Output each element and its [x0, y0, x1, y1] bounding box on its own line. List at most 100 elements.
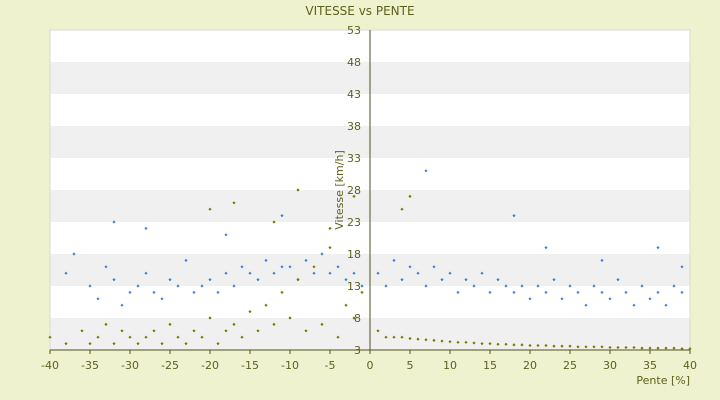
- data-point-olive: [176, 335, 180, 339]
- data-point-blue: [664, 303, 668, 307]
- data-point-olive: [352, 194, 356, 198]
- data-point-blue: [600, 290, 604, 294]
- data-point-olive: [80, 329, 84, 333]
- data-point-blue: [536, 284, 540, 288]
- data-point-olive: [496, 342, 500, 346]
- data-point-blue: [272, 271, 276, 275]
- data-point-olive: [88, 342, 92, 346]
- data-point-blue: [248, 271, 252, 275]
- x-tick-label: -15: [241, 359, 259, 372]
- data-point-blue: [512, 290, 516, 294]
- data-point-blue: [464, 278, 468, 282]
- data-point-olive: [208, 207, 212, 211]
- x-tick-label: 5: [407, 359, 414, 372]
- data-point-olive: [560, 344, 564, 348]
- data-point-blue: [656, 246, 660, 250]
- data-point-blue: [584, 303, 588, 307]
- data-point-olive: [128, 335, 132, 339]
- data-point-olive: [304, 329, 308, 333]
- y-tick-label: 13: [347, 280, 361, 293]
- y-axis-ticks: 38131823283338434853: [347, 24, 361, 357]
- data-point-blue: [152, 290, 156, 294]
- data-point-blue: [656, 290, 660, 294]
- x-tick-label: -20: [201, 359, 219, 372]
- data-point-olive: [488, 342, 492, 346]
- data-point-olive: [664, 346, 668, 350]
- data-point-olive: [400, 207, 404, 211]
- y-tick-label: 38: [347, 120, 361, 133]
- data-point-olive: [568, 344, 572, 348]
- data-point-blue: [552, 278, 556, 282]
- data-point-blue: [208, 278, 212, 282]
- data-point-blue: [568, 284, 572, 288]
- data-point-blue: [136, 284, 140, 288]
- data-point-blue: [384, 284, 388, 288]
- x-tick-label: -5: [325, 359, 336, 372]
- data-point-blue: [640, 284, 644, 288]
- data-point-blue: [448, 271, 452, 275]
- data-point-olive: [208, 316, 212, 320]
- data-point-blue: [480, 271, 484, 275]
- data-point-blue: [144, 271, 148, 275]
- data-point-blue: [680, 290, 684, 294]
- data-point-blue: [112, 278, 116, 282]
- data-point-olive: [512, 343, 516, 347]
- x-tick-label: -25: [161, 359, 179, 372]
- data-point-blue: [576, 290, 580, 294]
- data-point-blue: [112, 220, 116, 224]
- data-point-olive: [376, 329, 380, 333]
- x-tick-label: -10: [281, 359, 299, 372]
- data-point-blue: [264, 258, 268, 262]
- data-point-blue: [560, 297, 564, 301]
- data-point-olive: [112, 342, 116, 346]
- x-tick-label: -40: [41, 359, 59, 372]
- y-tick-label: 48: [347, 56, 361, 69]
- data-point-olive: [480, 342, 484, 346]
- data-point-blue: [544, 246, 548, 250]
- data-point-blue: [224, 233, 228, 237]
- data-point-olive: [136, 342, 140, 346]
- data-point-olive: [264, 303, 268, 307]
- data-point-olive: [232, 322, 236, 326]
- data-point-olive: [688, 347, 692, 351]
- data-point-olive: [152, 329, 156, 333]
- data-point-blue: [360, 284, 364, 288]
- data-point-olive: [192, 329, 196, 333]
- data-point-olive: [144, 335, 148, 339]
- data-point-blue: [64, 271, 68, 275]
- data-point-blue: [672, 284, 676, 288]
- data-point-blue: [328, 271, 332, 275]
- data-point-olive: [424, 338, 428, 342]
- data-point-olive: [520, 343, 524, 347]
- data-point-blue: [488, 290, 492, 294]
- data-point-blue: [376, 271, 380, 275]
- data-point-olive: [224, 329, 228, 333]
- data-point-olive: [608, 345, 612, 350]
- data-point-olive: [200, 335, 204, 339]
- data-point-blue: [160, 297, 164, 301]
- data-point-blue: [200, 284, 204, 288]
- data-point-blue: [616, 278, 620, 282]
- data-point-blue: [632, 303, 636, 307]
- data-point-olive: [536, 343, 540, 348]
- y-tick-label: 18: [347, 248, 361, 261]
- data-point-olive: [328, 246, 332, 250]
- data-point-olive: [288, 316, 292, 320]
- data-point-olive: [120, 329, 124, 333]
- data-point-olive: [592, 345, 596, 349]
- data-point-olive: [504, 342, 508, 346]
- data-point-olive: [672, 346, 676, 350]
- data-point-blue: [192, 290, 196, 294]
- data-point-olive: [296, 188, 300, 192]
- data-point-blue: [240, 265, 244, 269]
- y-axis-label: Vitesse [km/h]: [333, 150, 346, 230]
- data-point-blue: [544, 290, 548, 294]
- x-tick-label: 35: [643, 359, 657, 372]
- data-point-blue: [592, 284, 596, 288]
- data-point-olive: [352, 316, 356, 320]
- data-point-blue: [104, 265, 108, 269]
- data-point-blue: [344, 278, 348, 282]
- data-point-blue: [280, 265, 284, 269]
- data-point-olive: [680, 347, 684, 351]
